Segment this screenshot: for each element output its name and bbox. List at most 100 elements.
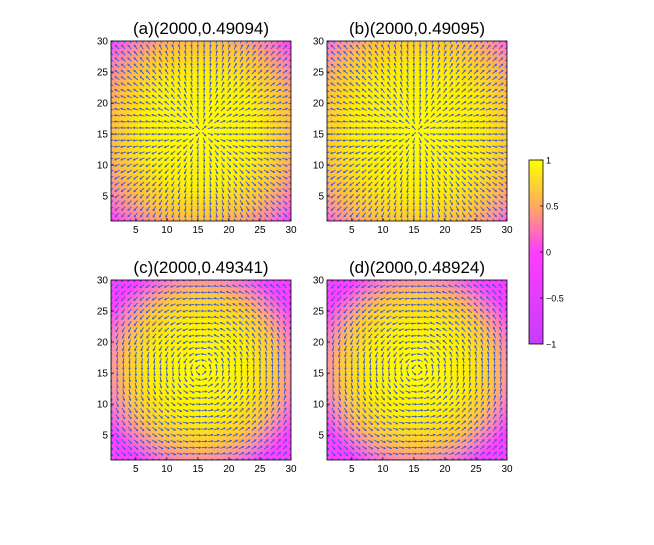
- arrow-head: [154, 447, 158, 450]
- arrow-head: [111, 435, 114, 438]
- arrow: [115, 407, 119, 413]
- arrow: [504, 169, 507, 172]
- arrow-head: [145, 88, 149, 91]
- arrow-head: [163, 139, 167, 142]
- arrow: [455, 199, 460, 205]
- arrow: [158, 169, 163, 174]
- arrow: [355, 175, 361, 180]
- arrow: [207, 328, 213, 331]
- arrow-head: [438, 196, 441, 200]
- arrow: [207, 322, 213, 325]
- arrow: [263, 69, 269, 75]
- arrow-head: [223, 126, 227, 129]
- arrow-head: [329, 126, 333, 130]
- arrow-head: [425, 215, 428, 219]
- arrow-head: [354, 132, 358, 136]
- arrow-head: [248, 139, 251, 142]
- arrow-head: [152, 323, 155, 326]
- arrow-head: [116, 410, 119, 414]
- arrow: [380, 113, 386, 118]
- arrow: [413, 94, 415, 100]
- arrow-head: [241, 152, 245, 155]
- arrow: [214, 150, 219, 156]
- arrow-head: [221, 363, 224, 367]
- arrow-head: [325, 71, 327, 73]
- arrow-head: [152, 202, 155, 206]
- arrow-head: [418, 74, 422, 78]
- arrow: [492, 175, 497, 180]
- arrow: [355, 139, 361, 142]
- arrow: [121, 284, 126, 289]
- arrow-head: [463, 221, 465, 223]
- arrow-head: [407, 38, 409, 40]
- arrow: [276, 82, 282, 87]
- arrow: [399, 100, 404, 106]
- arrow-head: [330, 202, 334, 205]
- arrow: [183, 358, 188, 364]
- arrow-head: [204, 396, 208, 400]
- arrow: [425, 205, 428, 212]
- arrow: [398, 133, 405, 136]
- arrow-head: [380, 94, 383, 97]
- arrow-head: [154, 441, 158, 444]
- arrow: [473, 175, 479, 180]
- arrow: [190, 69, 193, 75]
- arrow-head: [412, 184, 416, 188]
- arrow: [152, 414, 157, 419]
- arrow: [133, 458, 137, 460]
- arrow-head: [138, 132, 142, 136]
- arrow-head: [438, 222, 440, 224]
- arrow: [245, 75, 250, 81]
- arrow: [357, 41, 360, 44]
- arrow-head: [330, 158, 333, 161]
- arrow-head: [381, 209, 384, 212]
- arrow-head: [196, 178, 200, 181]
- arrow-head: [139, 88, 142, 91]
- arrow: [182, 427, 189, 431]
- arrow: [498, 200, 504, 205]
- arrow-head: [151, 107, 154, 110]
- arrow-head: [235, 139, 239, 142]
- arrow-head: [325, 190, 327, 192]
- arrow: [492, 157, 498, 161]
- arrow: [270, 51, 275, 56]
- arrow: [133, 200, 138, 205]
- arrow-head: [228, 68, 231, 72]
- arrow-head: [469, 44, 472, 47]
- arrow: [374, 63, 379, 69]
- arrow-head: [213, 321, 216, 325]
- arrow-head: [120, 107, 123, 111]
- arrow: [288, 52, 291, 56]
- arrow-head: [241, 445, 245, 449]
- arrow: [467, 193, 472, 199]
- arrow-head: [146, 348, 149, 352]
- arrow: [251, 193, 256, 199]
- arrow-head: [476, 126, 480, 130]
- arrow-head: [259, 44, 262, 47]
- arrow: [146, 401, 151, 407]
- arrow-head: [139, 304, 142, 308]
- arrow-head: [215, 190, 218, 194]
- arrow-head: [196, 153, 199, 157]
- arrow: [182, 309, 189, 313]
- arrow-head: [488, 196, 491, 199]
- arrow-head: [494, 183, 498, 186]
- arrow: [158, 433, 164, 437]
- arrow: [140, 382, 144, 389]
- arrow-head: [122, 416, 126, 420]
- arrow-head: [400, 203, 403, 206]
- arrow: [147, 41, 150, 44]
- arrow-head: [221, 50, 225, 53]
- arrow: [215, 75, 218, 81]
- arrow-head: [241, 81, 244, 85]
- arrow-head: [171, 87, 174, 91]
- arrow-head: [412, 196, 416, 200]
- arrow-head: [109, 83, 111, 85]
- arrow: [393, 156, 398, 162]
- arrow: [214, 340, 220, 344]
- arrow-head: [501, 114, 505, 117]
- arrow-head: [354, 139, 358, 142]
- arrow: [327, 163, 330, 166]
- arrow-head: [171, 56, 174, 60]
